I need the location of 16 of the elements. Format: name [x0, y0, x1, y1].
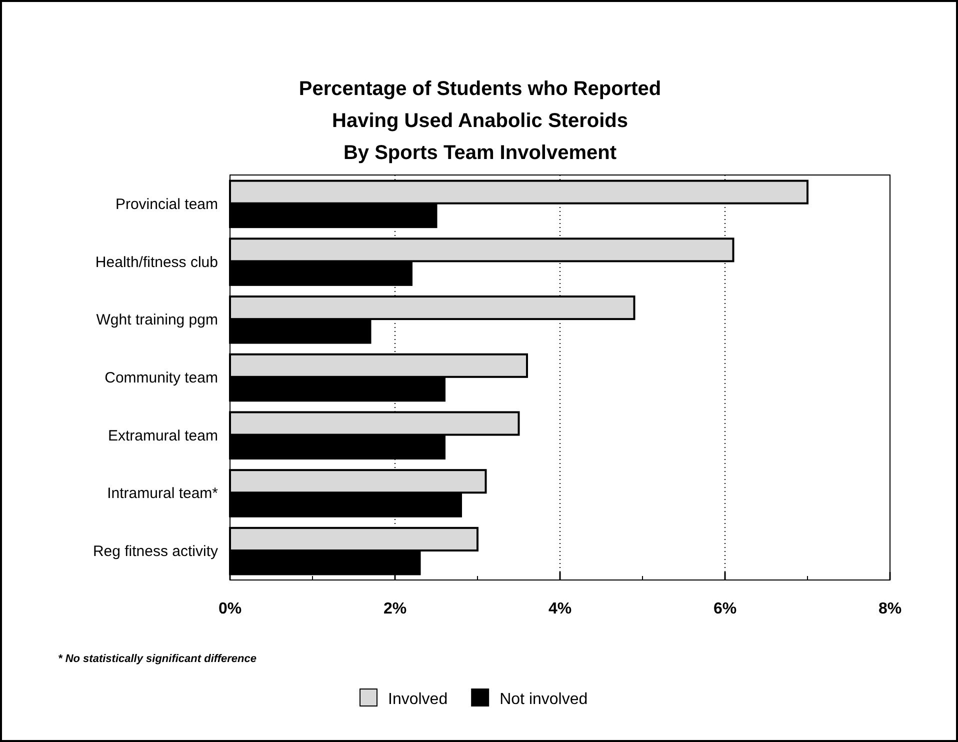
y-tick-label: Community team	[104, 370, 218, 386]
y-tick-label: Wght training pgm	[96, 312, 218, 329]
y-tick-label: Provincial team	[115, 196, 218, 213]
y-tick-label: Intramural team*	[107, 485, 218, 502]
x-tick-label: 6%	[713, 600, 737, 618]
chart-title: Percentage of Students who Reported Having Used Anabolic Steroids By Sports Team Involvement	[298, 78, 662, 164]
y-tick-label: Reg fitness activity	[92, 543, 218, 560]
y-tick-label: Health/fitness club	[95, 254, 218, 271]
x-tick-label: 8%	[878, 600, 902, 618]
legend-label: Not involved	[500, 691, 588, 708]
x-tick-label: 2%	[383, 600, 407, 618]
y-tick-label: Extramural team	[108, 427, 218, 444]
x-tick-label: 0%	[218, 600, 242, 618]
legend-label: Involved	[388, 691, 448, 708]
x-tick-label: 4%	[548, 600, 572, 618]
text: * No statistically significant difference	[58, 653, 256, 665]
